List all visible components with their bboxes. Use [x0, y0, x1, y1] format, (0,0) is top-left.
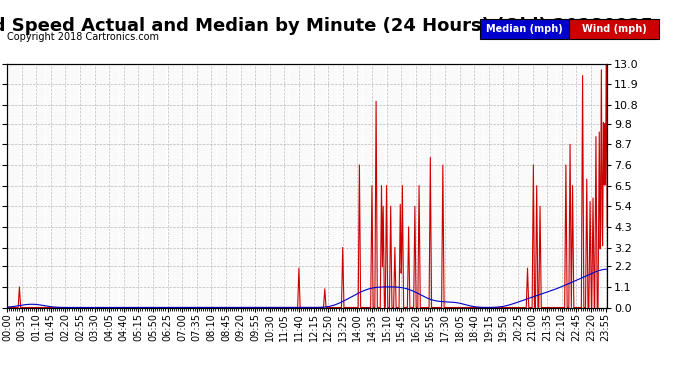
Text: Copyright 2018 Cartronics.com: Copyright 2018 Cartronics.com: [7, 32, 159, 42]
Text: Wind (mph): Wind (mph): [582, 24, 647, 34]
Text: Wind Speed Actual and Median by Minute (24 Hours) (Old) 20180925: Wind Speed Actual and Median by Minute (…: [0, 17, 653, 35]
Text: Median (mph): Median (mph): [486, 24, 563, 34]
